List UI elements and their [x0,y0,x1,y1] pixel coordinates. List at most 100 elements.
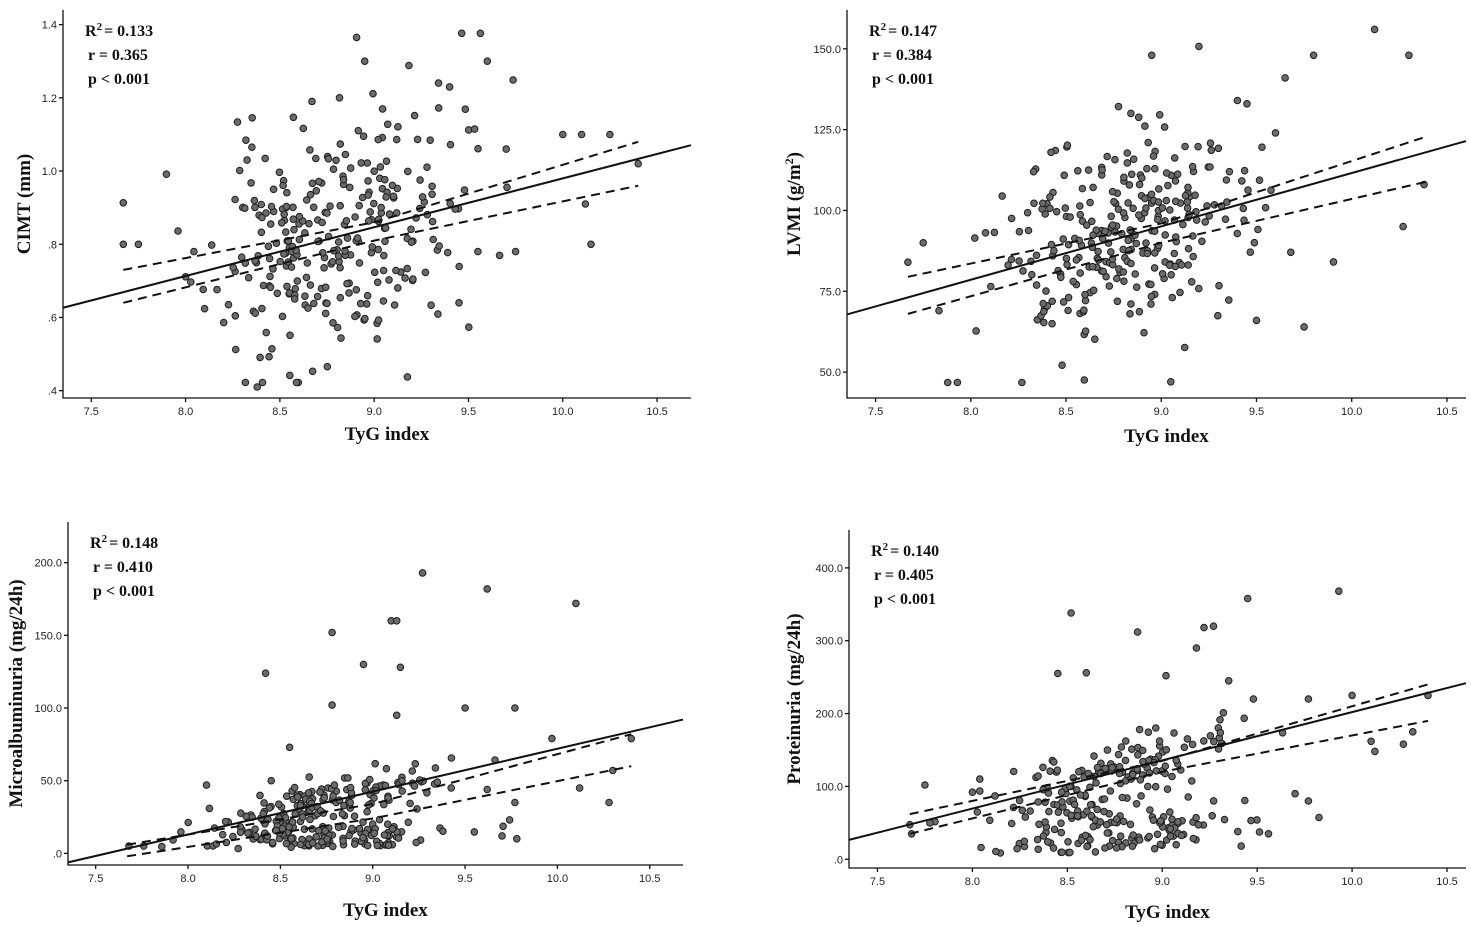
x-tick-label: 9.0 [1155,876,1170,888]
scatter-point [1020,837,1029,846]
scatter-point [1405,51,1413,60]
scatter-point [1049,844,1058,852]
scatter-point [1103,746,1112,754]
x-tick-label: 8.5 [273,873,288,885]
scatter-point [1103,829,1112,837]
scatter-point [1077,836,1086,845]
scatter-point [418,569,427,577]
scatter-point [428,182,436,191]
scatter-point [447,784,456,792]
scatter-point [1335,587,1343,596]
scatter-point [1064,293,1073,302]
scatter-point [581,200,590,208]
stat-p: p < 0.001 [93,583,155,600]
scatter-point [289,113,298,122]
scatter-point [1147,300,1155,308]
scatter-point [275,168,284,177]
scatter-point [1214,144,1223,153]
scatter-point [381,237,389,246]
scatter-point [1080,306,1088,315]
scatter-point [1171,197,1180,206]
scatter-point [1166,808,1174,816]
scatter-point [1100,807,1108,816]
x-tick-label: 8.0 [178,406,193,418]
scatter-point [1047,148,1055,157]
scatter-point [1112,815,1121,823]
scatter-point [342,217,351,225]
scatter-point [350,812,359,821]
scatter-point [1162,746,1171,754]
scatter-point [336,293,345,302]
confidence-band-upper [909,683,1429,816]
x-tick-label: 10.5 [639,873,660,885]
scatter-point [1128,842,1137,851]
scatter-point [1057,273,1065,282]
scatter-point [295,212,304,221]
scatter-point [323,362,332,371]
scatter-point [234,844,242,853]
scatter-point [187,278,195,286]
scatter-point [1181,142,1189,151]
scatter-point [184,818,192,827]
scatter-point [1119,268,1128,276]
scatter-point [1129,204,1137,213]
scatter-point [377,203,386,212]
scatter-point [1050,246,1058,255]
scatter-point [511,247,520,256]
scatter-point [343,234,352,242]
scatter-point [577,130,586,139]
scatter-point [1083,807,1091,816]
scatter-point [407,238,416,246]
scatter-point [1117,743,1126,751]
scatter-point [1241,796,1249,805]
scatter-point [1108,763,1116,772]
scatter-point [329,165,338,173]
scatter-point [1110,197,1118,206]
scatter-point [268,345,276,353]
scatter-point [1116,832,1125,841]
scatter-point [991,792,999,800]
scatter-point [1252,316,1261,325]
scatter-point [1191,191,1199,199]
scatter-point [1170,249,1179,258]
scatter-point [1128,745,1136,754]
scatter-point [304,789,313,797]
scatter-point [374,135,383,144]
x-tick-label: 9.0 [367,406,382,418]
scatter-point [403,264,412,273]
scatter-point [1200,623,1208,632]
scatter-point [605,798,613,807]
scatter-point [1121,756,1130,765]
scatter-point [313,292,322,301]
scatter-point [345,831,353,840]
scatter-point [1153,830,1162,839]
scatter-point [329,792,337,800]
scatter-point [242,812,250,821]
scatter-point [308,839,317,847]
scatter-point [1114,750,1123,759]
scatter-point [1059,298,1068,306]
scatter-point [919,239,928,247]
scatter-point [1004,261,1012,270]
scatter-point [308,367,317,376]
scatter-point [329,319,337,327]
scatter-point [1120,173,1128,182]
scatter-point [1240,166,1249,175]
scatter-point [1255,176,1264,184]
scatter-point [266,272,274,281]
scatter-point [1089,183,1097,192]
scatter-point [455,262,464,271]
scatter-point [1144,728,1153,737]
scatter-point [293,277,302,285]
scatter-point [357,159,366,167]
scatter-point [1189,834,1198,843]
scatter-point [1090,752,1098,760]
scatter-point [470,125,479,133]
stat-r-squared: R2 = 0.133 [85,21,153,40]
scatter-point [1158,270,1167,278]
scatter-point [1136,776,1145,784]
scatter-point [392,266,400,275]
scatter-point [1171,262,1180,271]
scatter-point [334,252,343,260]
scatter-point [134,240,143,249]
